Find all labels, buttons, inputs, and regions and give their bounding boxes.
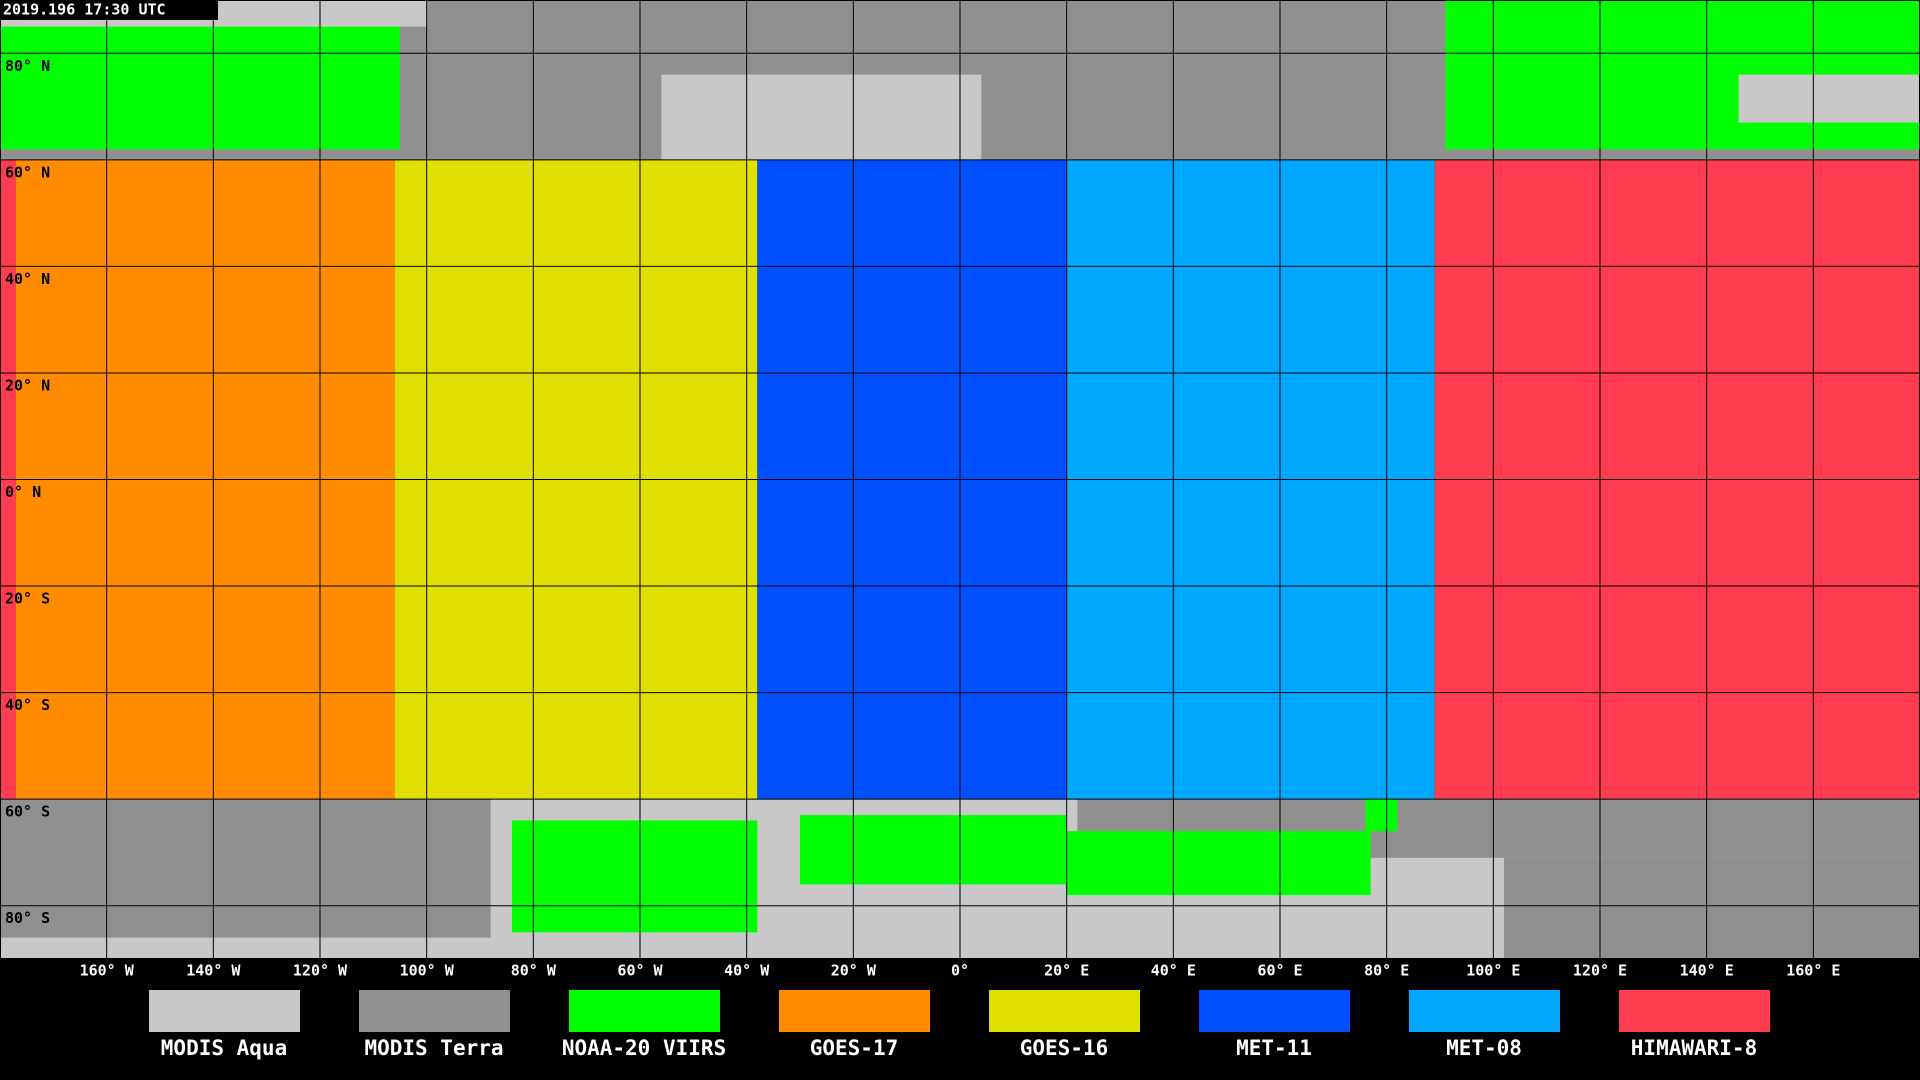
- latitude-label: 40° N: [5, 270, 50, 288]
- legend-label: MET-08: [1446, 1036, 1522, 1060]
- coverage-region: [1504, 857, 1920, 959]
- longitude-label: 0°: [951, 962, 969, 980]
- longitude-label: 40° W: [724, 962, 770, 980]
- longitude-label: 140° E: [1680, 962, 1734, 980]
- longitude-label: 60° E: [1257, 962, 1302, 980]
- longitude-label: 160° E: [1786, 962, 1840, 980]
- longitude-label: 20° W: [831, 962, 877, 980]
- coverage-region: [512, 820, 758, 933]
- legend-label: NOAA-20 VIIRS: [562, 1036, 726, 1060]
- legend-swatch: [1619, 990, 1770, 1032]
- longitude-label: 120° W: [293, 962, 348, 980]
- legend-swatch: [1409, 990, 1560, 1032]
- legend-label: GOES-16: [1020, 1036, 1109, 1060]
- latitude-label: 0° N: [5, 483, 41, 501]
- latitude-label: 40° S: [5, 696, 50, 714]
- latitude-label: 60° N: [5, 163, 50, 181]
- longitude-label: 40° E: [1151, 962, 1196, 980]
- legend-label: MET-11: [1236, 1036, 1312, 1060]
- longitude-label: 100° W: [400, 962, 455, 980]
- legend-swatch: [149, 990, 300, 1032]
- longitude-label: 100° E: [1466, 962, 1520, 980]
- longitude-label: 80° E: [1364, 962, 1409, 980]
- longitude-label: 20° E: [1044, 962, 1089, 980]
- legend-swatch: [989, 990, 1140, 1032]
- legend-swatch: [1199, 990, 1350, 1032]
- longitude-label: 140° W: [186, 962, 241, 980]
- legend-swatch: [779, 990, 930, 1032]
- coverage-region: [1365, 799, 1398, 832]
- coverage-region: [0, 21, 400, 150]
- legend-label: HIMAWARI-8: [1631, 1036, 1757, 1060]
- latitude-label: 80° S: [5, 909, 50, 927]
- longitude-label: 160° W: [80, 962, 135, 980]
- legend-label: GOES-17: [810, 1036, 899, 1060]
- timestamp-box: [0, 0, 218, 20]
- longitude-label: 60° W: [617, 962, 663, 980]
- legend-swatch: [569, 990, 720, 1032]
- latitude-label: 80° N: [5, 57, 50, 75]
- coverage-region: [1738, 74, 1920, 123]
- coverage-region: [800, 815, 1067, 885]
- latitude-label: 20° N: [5, 376, 50, 394]
- legend-label: MODIS Aqua: [161, 1036, 287, 1060]
- longitude-label: 120° E: [1573, 962, 1627, 980]
- legend-swatch: [359, 990, 510, 1032]
- coverage-region: [0, 799, 491, 938]
- coverage-region: [661, 74, 982, 160]
- longitude-label: 80° W: [511, 962, 557, 980]
- coverage-region: [1066, 831, 1371, 896]
- timestamp: 2019.196 17:30 UTC: [3, 1, 166, 19]
- latitude-label: 60° S: [5, 803, 50, 821]
- legend-label: MODIS Terra: [364, 1036, 503, 1060]
- latitude-label: 20° S: [5, 590, 50, 608]
